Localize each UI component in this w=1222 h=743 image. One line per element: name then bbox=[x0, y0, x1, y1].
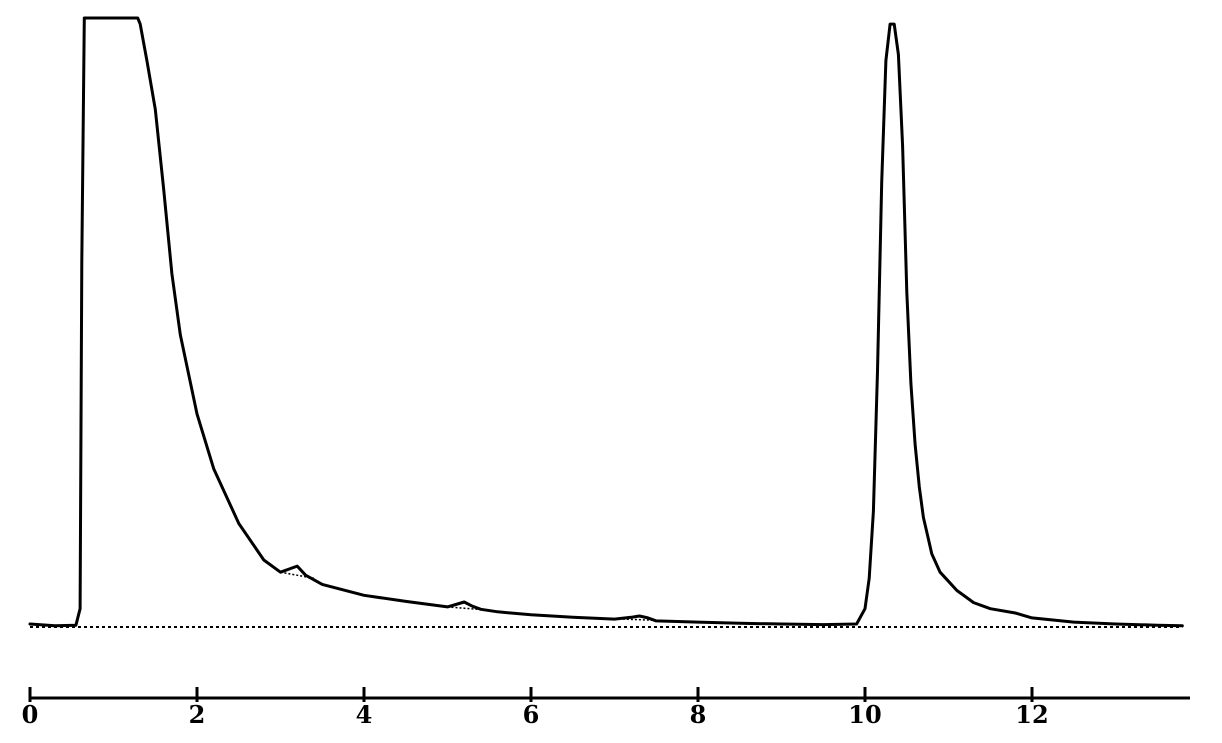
x-tick-label: 2 bbox=[189, 700, 206, 729]
x-tick-label: 6 bbox=[523, 700, 540, 729]
plot-area bbox=[28, 16, 1184, 628]
x-tick-label: 10 bbox=[848, 700, 881, 729]
x-tick-label: 12 bbox=[1015, 700, 1048, 729]
x-tick-label: 0 bbox=[22, 700, 39, 729]
peak-baseline-3 bbox=[622, 618, 657, 622]
series-line-0 bbox=[28, 16, 1184, 628]
x-axis: 0 2 4 6 8 10 12 bbox=[22, 687, 1190, 729]
x-tick-label: 8 bbox=[690, 700, 707, 729]
x-tick-label: 4 bbox=[356, 700, 373, 729]
